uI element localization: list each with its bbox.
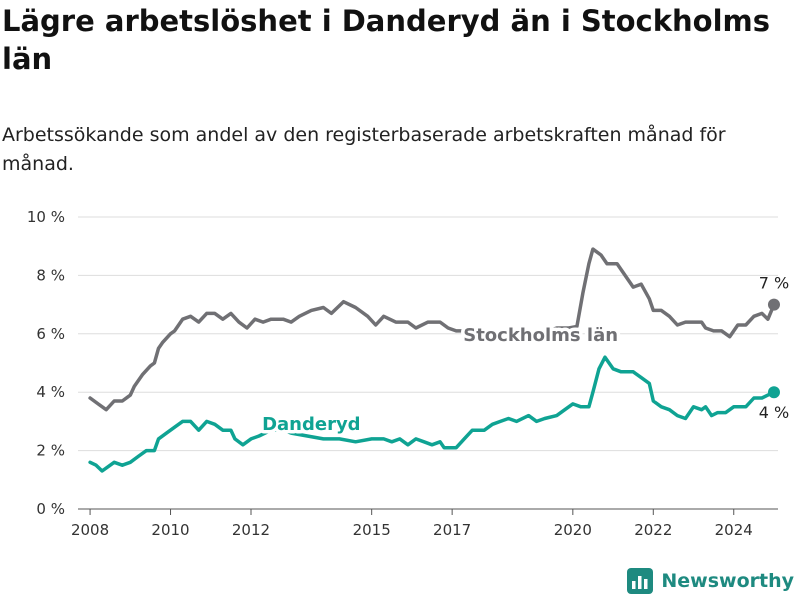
y-tick-label: 8 %: [36, 266, 65, 284]
series-label-halo: Danderyd: [262, 414, 361, 435]
series-line-stockholm: [88, 247, 776, 412]
x-tick-label: 2010: [151, 521, 189, 539]
chart-title: Lägre arbetslöshet i Danderyd än i Stock…: [2, 4, 770, 76]
x-tick-label: 2020: [554, 521, 592, 539]
series-line-danderyd: [88, 355, 776, 473]
series-label-stockholm: Stockholms län: [463, 325, 618, 346]
series-label-halo: Stockholms län: [463, 325, 618, 346]
brand-name: Newsworthy: [661, 570, 794, 592]
x-tick-label: 2008: [71, 521, 109, 539]
end-label-danderyd: 4 %: [759, 403, 789, 422]
y-tick-label: 6 %: [36, 325, 65, 343]
y-tick-label: 2 %: [36, 442, 65, 460]
newsworthy-logo-icon: [627, 568, 654, 594]
y-tick-label: 0 %: [36, 500, 65, 518]
series-label-danderyd: Danderyd: [262, 414, 361, 435]
chart-subtitle: Arbetssökande som andel av den registerb…: [2, 124, 726, 175]
end-label-stockholm: 7 %: [759, 274, 789, 293]
x-tick-label: 2015: [353, 521, 391, 539]
x-tick-label: 2024: [715, 521, 753, 539]
x-tick-label: 2012: [232, 521, 270, 539]
x-tick-label: 2022: [634, 521, 672, 539]
brand-logo: Newsworthy: [627, 568, 794, 594]
y-tick-label: 4 %: [36, 383, 65, 401]
y-tick-label: 10 %: [27, 208, 65, 226]
end-point-stockholm: [767, 298, 780, 311]
end-point-danderyd: [767, 386, 780, 399]
x-tick-label: 2017: [433, 521, 471, 539]
